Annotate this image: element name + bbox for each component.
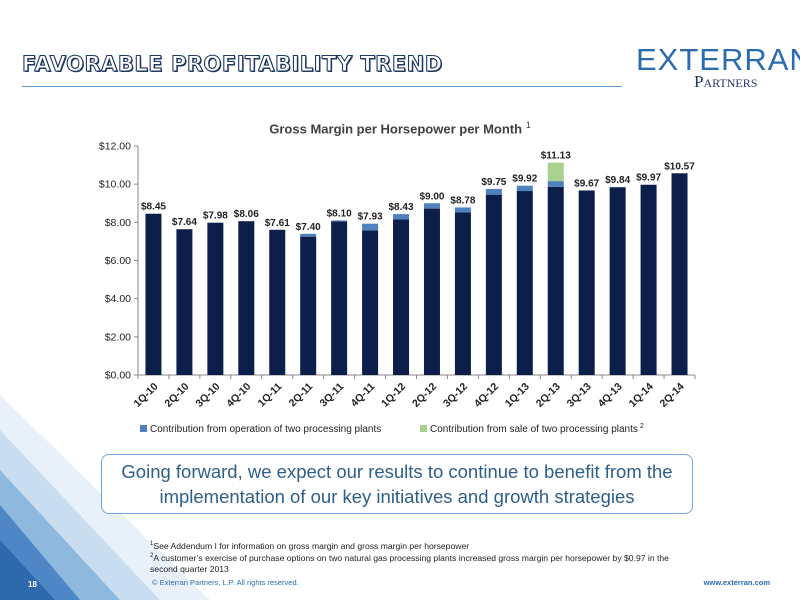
y-tick-label: $0.00: [105, 370, 131, 382]
x-tick-label: 3Q-12: [441, 381, 470, 410]
copyright: © Exterran Partners, L.P. All rights res…: [152, 578, 299, 587]
y-tick-label: $10.00: [99, 179, 131, 191]
logo-subtitle: Partners: [694, 72, 758, 91]
bar-base: [145, 213, 162, 375]
bar-operation-contribution: [485, 188, 502, 195]
data-label: $7.64: [172, 217, 197, 228]
bar-base: [454, 212, 471, 375]
x-tick-label: 1Q-13: [503, 381, 532, 410]
y-tick-label: $6.00: [105, 255, 131, 267]
bar-operation-contribution: [331, 220, 348, 222]
bar-base: [331, 221, 348, 375]
callout-box: Going forward, we expect our results to …: [101, 454, 693, 514]
x-tick-label: 4Q-12: [472, 381, 501, 410]
data-label: $8.78: [450, 195, 475, 206]
data-label: $8.06: [234, 209, 259, 220]
logo-wordmark: EXTERRAN: [636, 42, 800, 77]
bar-sale-contribution: [547, 162, 564, 182]
legend-label-sale: Contribution from sale of two processing…: [430, 424, 638, 435]
title-divider: [22, 86, 622, 87]
x-tick-label: 4Q-10: [224, 381, 253, 410]
bar-base: [176, 229, 193, 375]
x-tick-label: 3Q-11: [318, 381, 347, 410]
bar-base: [516, 191, 533, 375]
data-label: $9.75: [481, 177, 506, 188]
bar-base: [393, 219, 410, 375]
x-tick-label: 2Q-11: [287, 381, 316, 410]
x-tick-label: 3Q-10: [193, 381, 222, 410]
data-label: $9.67: [574, 178, 599, 189]
y-tick-label: $4.00: [105, 293, 131, 305]
y-tick-label: $12.00: [99, 141, 131, 153]
x-tick-label: 2Q-10: [162, 381, 191, 410]
bar-operation-contribution: [547, 181, 564, 187]
x-tick-label: 1Q-12: [379, 381, 408, 410]
slide-title: FAVORABLE PROFITABILITY TREND: [21, 51, 443, 76]
bar-operation-contribution: [516, 185, 533, 192]
data-label: $7.93: [358, 212, 383, 223]
data-label: $8.10: [327, 208, 352, 219]
data-label: $11.13: [541, 151, 571, 162]
x-tick-label: 1Q-10: [131, 381, 160, 410]
data-label: $7.40: [296, 222, 321, 233]
data-label: $10.57: [664, 161, 695, 172]
x-tick-label: 2Q-12: [410, 381, 439, 410]
bar-base: [269, 229, 286, 375]
bar-operation-contribution: [300, 233, 317, 237]
y-tick-label: $2.00: [105, 331, 131, 343]
y-tick-label: $8.00: [105, 217, 131, 229]
x-tick-label: 2Q-14: [658, 381, 687, 410]
bar-base: [238, 221, 255, 375]
data-label: $7.61: [265, 218, 290, 229]
data-label: $7.98: [203, 211, 228, 222]
bar-base: [300, 236, 317, 375]
data-label: $9.92: [512, 174, 537, 185]
bar-base: [578, 190, 595, 375]
website-link[interactable]: www.exterran.com: [703, 578, 770, 587]
bar-base: [485, 194, 502, 375]
footnote-2: 2A customer’s exercise of purchase optio…: [150, 553, 669, 574]
x-tick-label: 4Q-11: [348, 381, 377, 410]
data-label: $8.43: [389, 202, 414, 213]
bar-base: [207, 222, 224, 375]
bar-base: [423, 208, 440, 375]
footnotes: 1See Addendum I for information on gross…: [150, 539, 690, 574]
x-tick-label: 2Q-13: [534, 381, 563, 410]
legend-swatch-sale: [420, 425, 427, 432]
data-label: $9.00: [419, 191, 444, 202]
company-logo: EXTERRAN Partners: [630, 42, 800, 94]
data-label: $9.97: [636, 173, 661, 184]
callout-text: Going forward, we expect our results to …: [121, 461, 673, 507]
bar-operation-contribution: [454, 207, 471, 213]
bar-base: [609, 187, 626, 375]
data-label: $8.45: [141, 202, 166, 213]
bar-base: [547, 186, 564, 375]
bar-base: [671, 173, 688, 375]
legend-swatch-operation: [140, 425, 147, 432]
bar-operation-contribution: [423, 203, 440, 209]
x-tick-label: 1Q-14: [627, 381, 656, 410]
footnote-1: 1See Addendum I for information on gross…: [150, 540, 470, 551]
legend-superscript: 2: [640, 423, 644, 430]
bar-base: [362, 230, 379, 375]
chart-title: Gross Margin per Horsepower per Month 1: [269, 120, 531, 137]
data-label: $9.84: [605, 175, 630, 186]
x-tick-label: 1Q-11: [256, 381, 285, 410]
legend-label-operation: Contribution from operation of two proce…: [150, 424, 381, 435]
bar-operation-contribution: [362, 223, 379, 231]
bar-operation-contribution: [393, 214, 410, 220]
page-number: 18: [28, 580, 37, 589]
x-tick-label: 3Q-13: [565, 381, 594, 410]
x-tick-label: 4Q-13: [596, 381, 625, 410]
bar-base: [640, 184, 657, 375]
